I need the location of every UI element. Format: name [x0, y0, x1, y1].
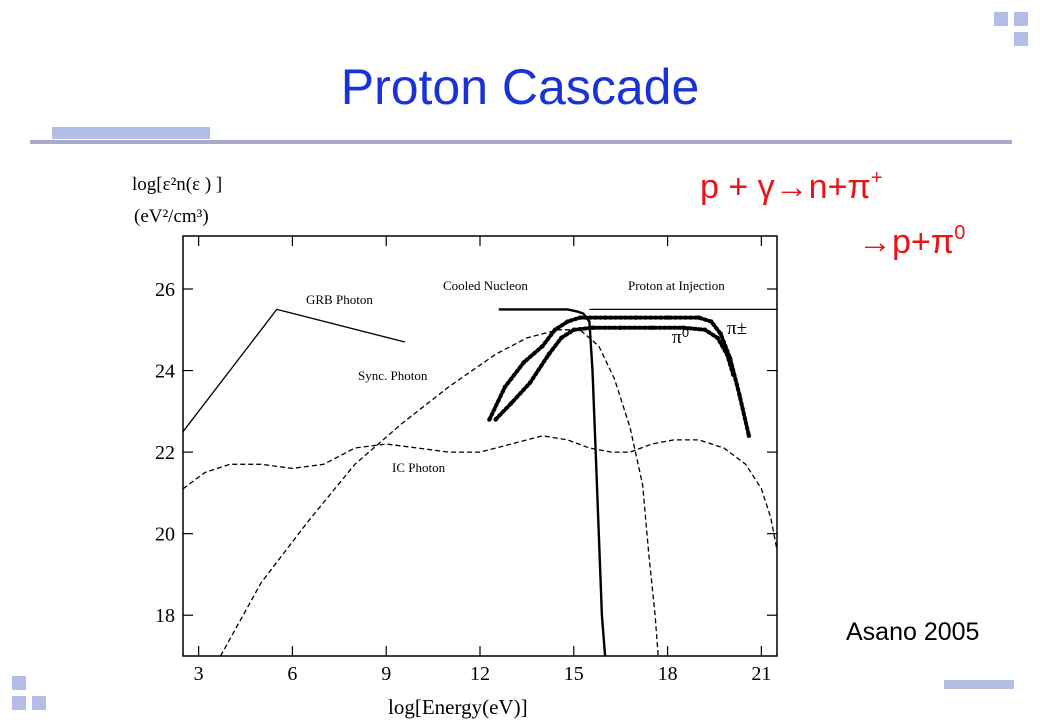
- deco-square: [12, 696, 26, 710]
- deco-square: [12, 676, 26, 690]
- series-pion-5-point: [552, 327, 558, 332]
- series-pion-5-point: [540, 343, 545, 349]
- series-pion-6-point: [649, 325, 655, 330]
- series-ic-photon-line: [182, 435, 778, 551]
- series-pion-5-point: [565, 319, 570, 324]
- y-tick-label: 24: [155, 361, 175, 383]
- deco-bar: [52, 127, 210, 139]
- y-tick-label: 22: [155, 442, 175, 464]
- series-pion-6-point: [527, 380, 533, 385]
- x-tick-label: 12: [470, 663, 490, 685]
- title-divider: [30, 140, 1012, 144]
- series-pion-5-point: [577, 315, 583, 320]
- citation: Asano 2005: [846, 618, 980, 646]
- deco-bar: [944, 680, 1014, 689]
- series-pion-6-point: [509, 400, 514, 406]
- series-pion-6-point: [559, 335, 564, 341]
- x-tick-label: 15: [564, 663, 584, 685]
- deco-square: [32, 696, 46, 710]
- sync-photon-label: Sync. Photon: [358, 368, 428, 383]
- y-axis-label-line2: (eV²/cm³): [134, 206, 209, 227]
- series-pion-5-point: [727, 356, 733, 361]
- y-tick-label: 18: [155, 605, 175, 627]
- x-tick-label: 6: [287, 663, 297, 685]
- series-pion-5-point: [709, 319, 714, 324]
- series-pion-6-point: [724, 352, 730, 357]
- proton-injection-label: Proton at Injection: [628, 278, 725, 293]
- ic-photon-label: IC Photon: [392, 460, 446, 475]
- series-pion-6-point: [571, 327, 576, 332]
- reaction-line-1: p + γ→n+π+: [700, 167, 883, 207]
- series-pion-6-point: [618, 325, 623, 330]
- series-pion-6-point: [590, 325, 595, 330]
- pi-zero-label: π⁰: [672, 327, 689, 348]
- pi-pm-label: π±: [727, 318, 747, 339]
- series-pion-5-point: [602, 315, 608, 320]
- slide-title: Proton Cascade: [340, 59, 700, 115]
- series-pion-5-point: [487, 417, 492, 422]
- series-pion-6-point: [715, 335, 720, 341]
- series-pion-5-point: [502, 384, 508, 390]
- series-pion-5-point: [634, 315, 639, 320]
- series-pion-5-point: [696, 315, 702, 320]
- pi-plus-charge: +: [870, 167, 883, 189]
- series-pion-6-point: [493, 417, 498, 422]
- deco-square: [994, 12, 1008, 26]
- series-pion-5-point: [521, 360, 526, 365]
- x-tick-label: 21: [751, 663, 771, 685]
- series-pion-6-point: [546, 352, 551, 357]
- x-tick-label: 18: [658, 663, 678, 685]
- series-pion-6-point: [681, 325, 686, 330]
- series-pion-6-point: [702, 327, 708, 332]
- series-pion-5-point: [746, 433, 752, 439]
- series-pion-5-line: [487, 315, 751, 438]
- y-axis-label-line1: log[ε²n(ε ) ]: [132, 174, 222, 195]
- deco-square: [1014, 12, 1028, 26]
- series-pion-6-point: [731, 372, 736, 377]
- series-grb-photon-line: [182, 308, 406, 433]
- reaction-line-2-text: →p+π: [858, 223, 955, 261]
- reaction-line-1-text: p + γ→n+π: [700, 168, 871, 206]
- x-tick-label: 9: [381, 663, 391, 685]
- series-pion-5-point: [737, 392, 742, 398]
- reaction-line-2: →p+π0: [858, 222, 965, 262]
- y-tick-label: 20: [155, 524, 175, 546]
- y-tick-label: 26: [155, 279, 175, 301]
- grb-photon-label: GRB Photon: [306, 292, 373, 307]
- x-axis-label: log[Energy(eV)]: [388, 695, 528, 719]
- series-cooled-nucleon-line: [498, 308, 607, 657]
- series-pion-6-line: [493, 325, 736, 422]
- series-pion-5-point: [665, 315, 670, 320]
- plot-frame: [182, 235, 778, 657]
- series-pion-5-point: [718, 331, 723, 337]
- cooled-nucleon-label: Cooled Nucleon: [443, 278, 528, 293]
- pi-zero-charge: 0: [954, 222, 966, 244]
- x-tick-label: 3: [194, 663, 204, 685]
- deco-square: [1014, 32, 1028, 46]
